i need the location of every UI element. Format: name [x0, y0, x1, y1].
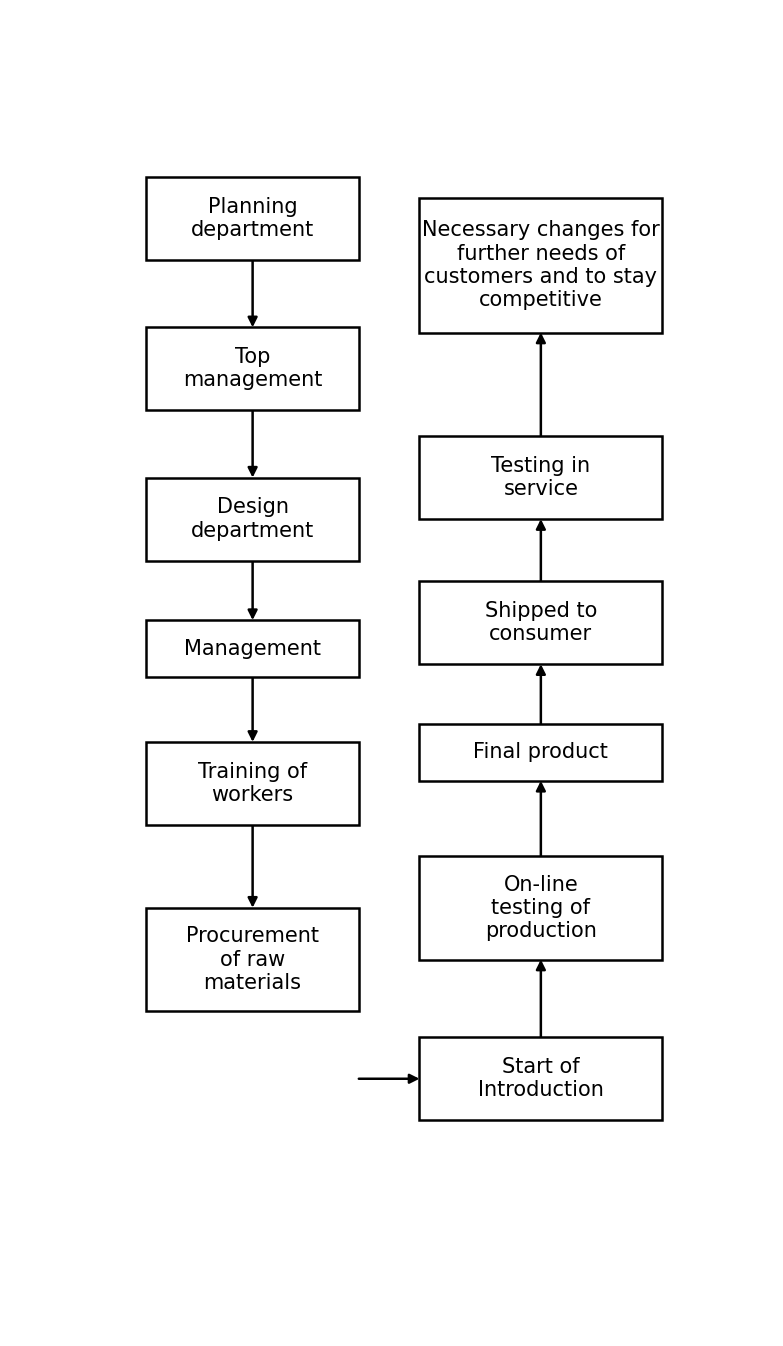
Bar	[146, 478, 359, 560]
Bar	[420, 724, 662, 781]
Bar	[420, 198, 662, 332]
Bar	[146, 907, 359, 1011]
Text: Training of
workers: Training of workers	[198, 762, 307, 805]
Text: Start of
Introduction: Start of Introduction	[478, 1057, 604, 1100]
Bar	[146, 327, 359, 411]
Text: Final product: Final product	[474, 742, 608, 762]
Text: Procurement
of raw
materials: Procurement of raw materials	[186, 926, 319, 993]
Text: On-line
testing of
production: On-line testing of production	[485, 875, 597, 941]
Bar	[420, 856, 662, 960]
Text: Shipped to
consumer: Shipped to consumer	[485, 602, 597, 645]
Bar	[420, 1038, 662, 1120]
Text: Management: Management	[184, 638, 321, 658]
Text: Necessary changes for
further needs of
customers and to stay
competitive: Necessary changes for further needs of c…	[422, 221, 660, 310]
Bar	[420, 581, 662, 664]
Text: Top
management: Top management	[183, 347, 323, 390]
Bar	[146, 178, 359, 260]
Bar	[420, 436, 662, 520]
Text: Testing in
service: Testing in service	[491, 456, 590, 499]
Text: Design
department: Design department	[191, 498, 314, 541]
Text: Planning
department: Planning department	[191, 197, 314, 240]
Bar	[146, 621, 359, 677]
Bar	[146, 742, 359, 825]
